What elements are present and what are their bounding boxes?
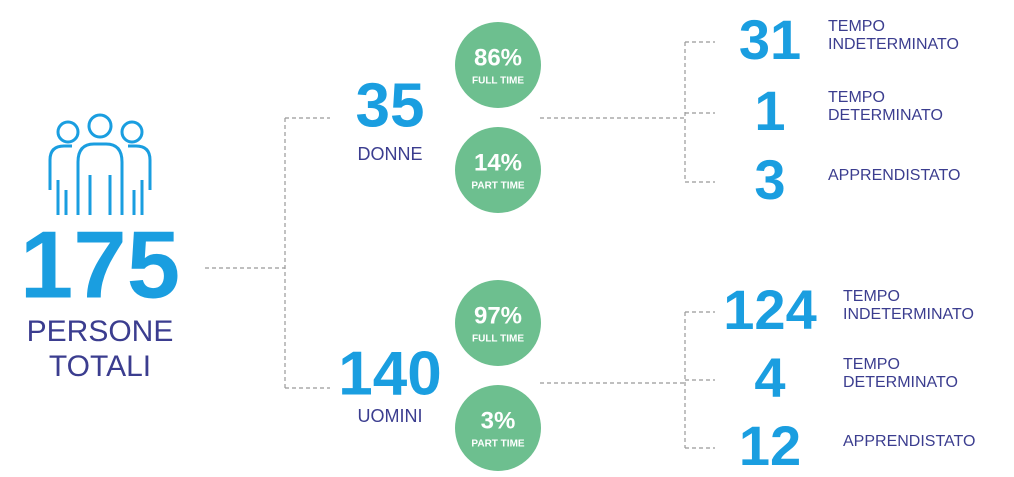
contract-number: 31	[739, 8, 801, 71]
group-label: UOMINI	[358, 406, 423, 426]
group-number: 35	[356, 71, 425, 140]
contract-number: 12	[739, 414, 801, 477]
group-label: DONNE	[357, 144, 422, 164]
contract-number: 4	[754, 346, 785, 409]
contract-number: 124	[723, 278, 816, 341]
share-label: FULL TIME	[472, 334, 524, 345]
contract-label: INDETERMINATO	[843, 306, 974, 323]
contract-number: 3	[754, 148, 785, 211]
people-icon	[48, 113, 152, 215]
contract-label: TEMPO	[828, 89, 885, 106]
contract-label: INDETERMINATO	[828, 36, 959, 53]
contract-label: DETERMINATO	[843, 374, 958, 391]
share-circle	[455, 385, 541, 471]
share-value: 86%	[474, 44, 522, 71]
connector	[205, 117, 330, 389]
total-label: PERSONE	[27, 315, 174, 348]
share-value: 14%	[474, 149, 522, 176]
share-value: 97%	[474, 302, 522, 329]
contract-label: APPRENDISTATO	[828, 167, 960, 184]
total-number: 175	[20, 211, 180, 318]
connector	[540, 311, 715, 449]
share-circle	[455, 127, 541, 213]
contract-label: APPRENDISTATO	[843, 433, 975, 450]
total-label: TOTALI	[49, 350, 151, 383]
share-label: PART TIME	[471, 181, 524, 192]
contract-number: 1	[754, 79, 785, 142]
contract-label: TEMPO	[828, 18, 885, 35]
contract-label: TEMPO	[843, 356, 900, 373]
share-label: FULL TIME	[472, 76, 524, 87]
connector	[540, 41, 715, 183]
contract-label: TEMPO	[843, 288, 900, 305]
contract-label: DETERMINATO	[828, 107, 943, 124]
share-circle	[455, 22, 541, 108]
group-number: 140	[338, 339, 441, 408]
share-label: PART TIME	[471, 439, 524, 450]
share-value: 3%	[481, 407, 516, 434]
share-circle	[455, 280, 541, 366]
